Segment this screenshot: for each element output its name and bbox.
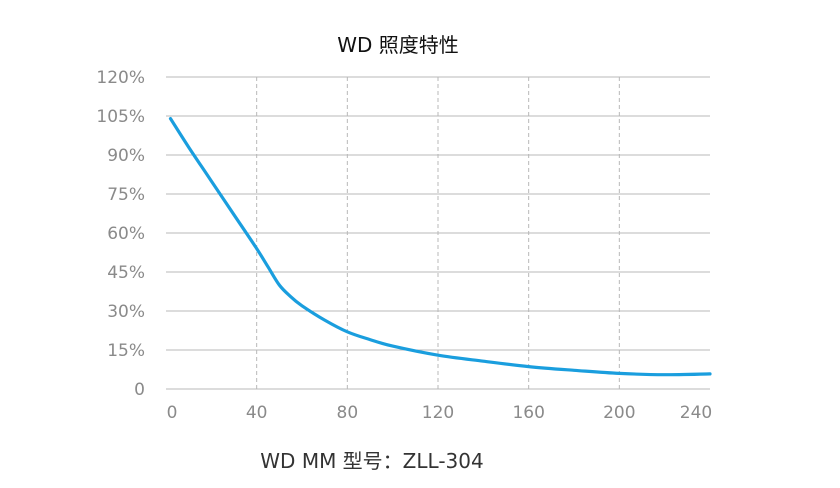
y-tick-label: 120% bbox=[96, 68, 145, 88]
x-tick-label: 120 bbox=[422, 403, 454, 423]
x-tick-label: 200 bbox=[603, 403, 635, 423]
series-layer bbox=[168, 117, 712, 377]
y-tick-label: 30% bbox=[107, 302, 145, 322]
series-line bbox=[168, 117, 712, 377]
chart-caption: WD MM 型号：ZLL-304 bbox=[260, 449, 483, 473]
y-tick-label: 105% bbox=[96, 107, 145, 127]
chart-title: WD 照度特性 bbox=[337, 33, 459, 57]
y-tick-label: 45% bbox=[107, 263, 145, 283]
x-tick-label: 160 bbox=[512, 403, 544, 423]
y-tick-label: 0 bbox=[134, 380, 145, 400]
y-tick-label: 75% bbox=[107, 185, 145, 205]
x-tick-label: 0 bbox=[167, 403, 178, 423]
x-tick-label: 240 bbox=[680, 403, 712, 423]
x-tick-label: 80 bbox=[337, 403, 359, 423]
y-tick-label: 60% bbox=[107, 224, 145, 244]
y-tick-label: 90% bbox=[107, 146, 145, 166]
tick-labels: 0 15% 30% 45% 60% 75% 90% 105% 120% 0 40 80 120 160 20… bbox=[96, 68, 712, 423]
grid bbox=[166, 76, 710, 390]
x-tick-label: 40 bbox=[246, 403, 268, 423]
y-tick-label: 15% bbox=[107, 341, 145, 361]
